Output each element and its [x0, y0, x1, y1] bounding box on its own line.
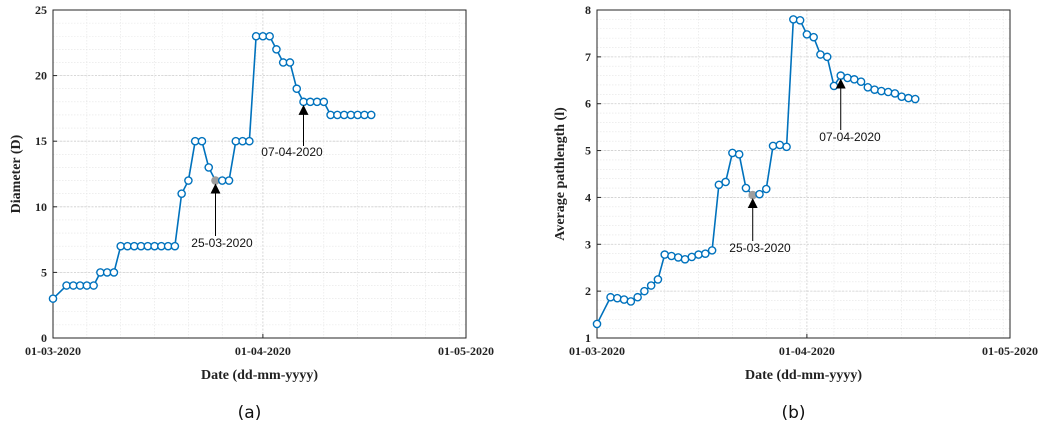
- y-tick-label: 15: [35, 134, 47, 148]
- data-point: [789, 15, 798, 24]
- data-point: [197, 136, 207, 146]
- panel-caption: (b): [781, 403, 805, 423]
- data-point: [667, 251, 676, 261]
- data-point: [782, 142, 791, 152]
- data-point: [701, 249, 710, 258]
- data-point: [265, 31, 274, 41]
- data-point: [904, 93, 913, 103]
- data-point: [748, 190, 758, 200]
- data-point: [292, 84, 302, 94]
- data-point: [184, 176, 193, 185]
- data-point: [653, 275, 663, 284]
- annotation-label: 07-04-2020: [261, 145, 323, 159]
- data-point: [728, 148, 737, 158]
- data-point: [755, 189, 764, 199]
- data-point: [707, 246, 717, 255]
- data-point: [177, 189, 186, 198]
- data-point: [89, 281, 98, 290]
- plot-area: [52, 9, 467, 339]
- data-point: [606, 292, 615, 302]
- chart-panel-a: 0 5 10 15 20 25 01-03-2020 01-04-2020 01-05-2020…: [9, 3, 494, 423]
- data-point: [204, 163, 214, 172]
- y-tick-label: 3: [585, 237, 591, 251]
- data-point: [883, 87, 893, 97]
- x-tick-label: 01-03-2020: [25, 344, 81, 358]
- y-tick-label: 5: [585, 144, 591, 158]
- x-axis-label: Date (dd-mm-yyyy): [745, 368, 862, 383]
- data-point: [856, 77, 866, 86]
- data-point: [761, 184, 771, 194]
- data-point: [910, 94, 920, 104]
- data-point: [245, 136, 254, 146]
- data-point: [721, 177, 730, 187]
- y-tick-label: 10: [35, 200, 47, 214]
- data-point: [626, 297, 636, 306]
- annotation-label: 07-04-2020: [819, 130, 881, 144]
- chart-panel-b: 1 2 3 4 5 6 7 8 01-03-2020 01-04-2020 01-05-2020 2…: [553, 3, 1038, 423]
- data-point: [272, 45, 281, 54]
- data-point: [795, 16, 805, 25]
- data-point: [660, 250, 670, 259]
- data-point: [224, 176, 234, 185]
- panel-caption: (a): [238, 403, 262, 423]
- data-point: [285, 58, 295, 67]
- data-point: [897, 92, 906, 101]
- data-point: [646, 281, 656, 290]
- data-point: [366, 110, 376, 120]
- y-axis-label: Diameter (D): [9, 134, 24, 213]
- data-point: [613, 293, 622, 303]
- data-point: [829, 81, 839, 91]
- y-tick-label: 25: [35, 3, 47, 17]
- data-point: [633, 292, 642, 302]
- y-tick-label: 4: [585, 190, 591, 204]
- y-tick-label: 1: [585, 331, 591, 345]
- annotation-label: 25-03-2020: [191, 236, 253, 250]
- data-point: [809, 32, 818, 42]
- data-point: [890, 89, 900, 98]
- y-tick-label: 0: [41, 331, 47, 345]
- data-point: [592, 319, 602, 329]
- data-point: [741, 183, 751, 193]
- data-point: [109, 268, 119, 277]
- data-point: [694, 250, 703, 259]
- y-axis-label: Average pathlength (l): [553, 107, 568, 241]
- series-line: [596, 18, 916, 325]
- plot-area: [596, 9, 1011, 339]
- y-tick-label: 2: [585, 284, 591, 298]
- y-tick-label: 8: [585, 3, 591, 17]
- data-point: [640, 286, 649, 296]
- x-axis-label: Date (dd-mm-yyyy): [201, 368, 318, 383]
- y-tick-label: 7: [585, 50, 591, 64]
- data-point: [843, 73, 852, 83]
- y-tick-label: 6: [585, 97, 591, 111]
- data-point: [48, 294, 58, 303]
- y-tick-label: 20: [35, 69, 47, 83]
- x-tick-label: 01-03-2020: [569, 344, 625, 358]
- data-point: [170, 241, 180, 251]
- data-point: [822, 52, 832, 62]
- data-point: [877, 86, 886, 96]
- x-tick-label: 01-05-2020: [982, 344, 1038, 358]
- x-tick-label: 01-05-2020: [438, 344, 494, 358]
- x-tick-label: 01-04-2020: [235, 344, 291, 358]
- x-tick-label: 01-04-2020: [779, 344, 835, 358]
- data-point: [319, 97, 329, 107]
- data-point: [870, 85, 879, 94]
- data-point: [734, 150, 744, 159]
- y-tick-label: 5: [41, 265, 47, 279]
- data-point: [768, 141, 778, 151]
- annotation-label: 25-03-2020: [729, 241, 791, 255]
